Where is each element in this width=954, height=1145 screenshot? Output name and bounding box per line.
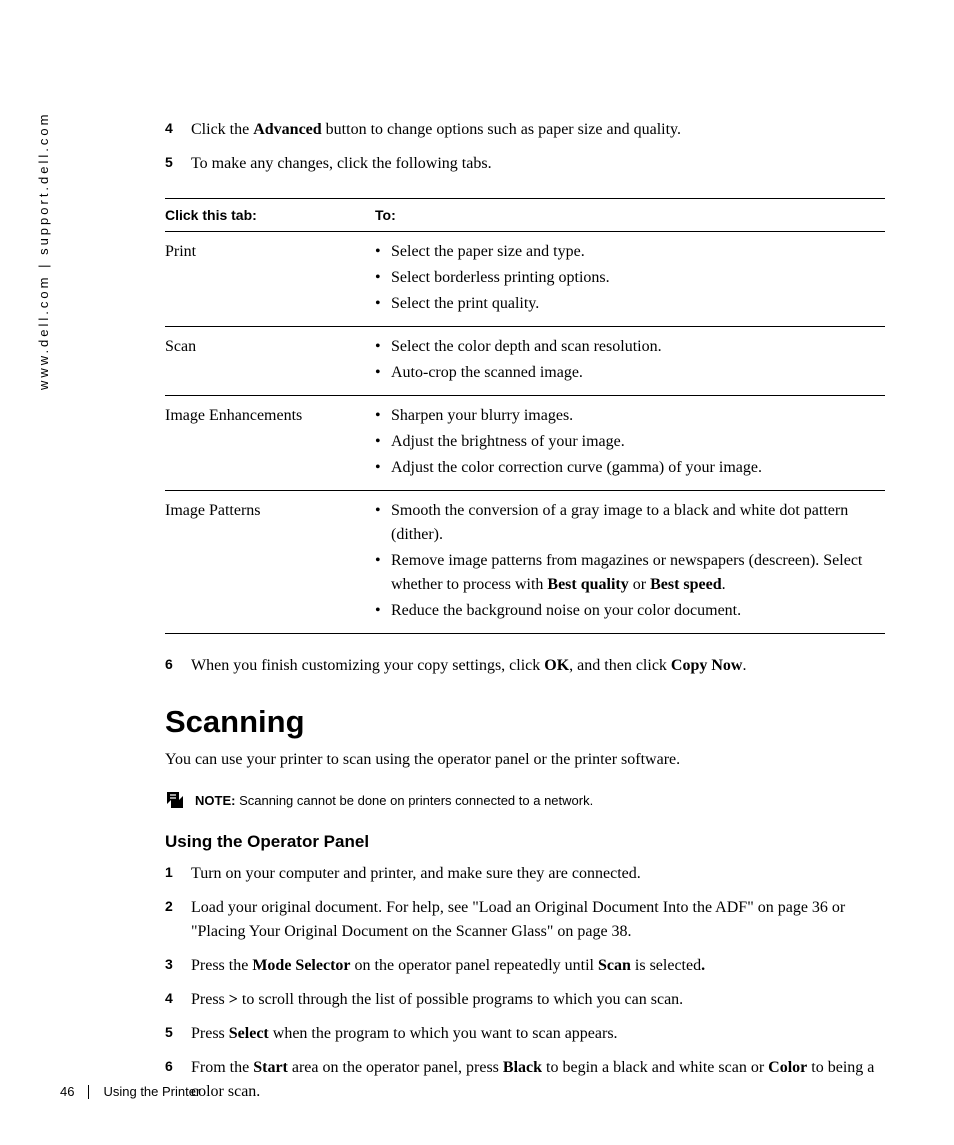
step-number: 1: [165, 862, 191, 886]
page-number: 46: [60, 1084, 74, 1099]
bullet-item: Auto-crop the scanned image.: [375, 361, 885, 385]
step-number: 4: [165, 988, 191, 1012]
bullet-item: Reduce the background noise on your colo…: [375, 599, 885, 623]
top-steps-list: 4Click the Advanced button to change opt…: [165, 118, 885, 176]
step-6-list: 6 When you finish customizing your copy …: [165, 654, 885, 678]
table-header-2: To:: [375, 199, 885, 232]
step-text: From the Start area on the operator pane…: [191, 1056, 885, 1104]
table-cell-actions: Sharpen your blurry images.Adjust the br…: [375, 396, 885, 491]
note-block: NOTE: Scanning cannot be done on printer…: [165, 790, 885, 810]
list-item: 6From the Start area on the operator pan…: [165, 1056, 885, 1104]
list-item: 2Load your original document. For help, …: [165, 896, 885, 944]
note-text: NOTE: Scanning cannot be done on printer…: [195, 793, 593, 808]
note-icon: [165, 790, 185, 810]
list-item: 4Click the Advanced button to change opt…: [165, 118, 885, 142]
step-number: 5: [165, 152, 191, 176]
page-content: 4Click the Advanced button to change opt…: [165, 118, 885, 1114]
footer-divider: [88, 1085, 89, 1099]
list-item: 5To make any changes, click the followin…: [165, 152, 885, 176]
table-row: ScanSelect the color depth and scan reso…: [165, 327, 885, 396]
step-text: Click the Advanced button to change opti…: [191, 118, 885, 142]
step-text: Load your original document. For help, s…: [191, 896, 885, 944]
list-item: 6 When you finish customizing your copy …: [165, 654, 885, 678]
list-item: 4Press > to scroll through the list of p…: [165, 988, 885, 1012]
step-text: When you finish customizing your copy se…: [191, 654, 885, 678]
list-item: 3Press the Mode Selector on the operator…: [165, 954, 885, 978]
page-footer: 46 Using the Printer: [60, 1084, 200, 1099]
list-item: 5Press Select when the program to which …: [165, 1022, 885, 1046]
bullet-item: Adjust the color correction curve (gamma…: [375, 456, 885, 480]
bullet-item: Sharpen your blurry images.: [375, 404, 885, 428]
step-text: Turn on your computer and printer, and m…: [191, 862, 885, 886]
table-cell-tab: Scan: [165, 327, 375, 396]
bullet-item: Select the paper size and type.: [375, 240, 885, 264]
table-row: Image PatternsSmooth the conversion of a…: [165, 491, 885, 634]
table-header-1: Click this tab:: [165, 199, 375, 232]
bullet-item: Select borderless printing options.: [375, 266, 885, 290]
table-cell-tab: Image Patterns: [165, 491, 375, 634]
note-label: NOTE:: [195, 793, 235, 808]
step-number: 2: [165, 896, 191, 944]
intro-paragraph: You can use your printer to scan using t…: [165, 748, 885, 772]
step-text: To make any changes, click the following…: [191, 152, 885, 176]
table-cell-actions: Select the paper size and type.Select bo…: [375, 232, 885, 327]
table-cell-tab: Print: [165, 232, 375, 327]
step-number: 3: [165, 954, 191, 978]
tabs-table: Click this tab: To: PrintSelect the pape…: [165, 198, 885, 634]
subsection-heading: Using the Operator Panel: [165, 832, 885, 852]
step-number: 6: [165, 654, 191, 678]
section-heading: Scanning: [165, 704, 885, 740]
list-item: 1Turn on your computer and printer, and …: [165, 862, 885, 886]
step-number: 4: [165, 118, 191, 142]
bullet-item: Select the color depth and scan resoluti…: [375, 335, 885, 359]
table-cell-actions: Select the color depth and scan resoluti…: [375, 327, 885, 396]
panel-steps-list: 1Turn on your computer and printer, and …: [165, 862, 885, 1104]
step-number: 5: [165, 1022, 191, 1046]
step-text: Press > to scroll through the list of po…: [191, 988, 885, 1012]
table-cell-tab: Image Enhancements: [165, 396, 375, 491]
bullet-item: Adjust the brightness of your image.: [375, 430, 885, 454]
step-text: Press the Mode Selector on the operator …: [191, 954, 885, 978]
table-row: Image EnhancementsSharpen your blurry im…: [165, 396, 885, 491]
table-row: PrintSelect the paper size and type.Sele…: [165, 232, 885, 327]
bullet-item: Remove image patterns from magazines or …: [375, 549, 885, 597]
footer-section-name: Using the Printer: [103, 1084, 200, 1099]
bullet-item: Select the print quality.: [375, 292, 885, 316]
table-cell-actions: Smooth the conversion of a gray image to…: [375, 491, 885, 634]
step-text: Press Select when the program to which y…: [191, 1022, 885, 1046]
bullet-item: Smooth the conversion of a gray image to…: [375, 499, 885, 547]
note-body: Scanning cannot be done on printers conn…: [235, 793, 593, 808]
sidebar-url-text: www.dell.com | support.dell.com: [36, 112, 51, 390]
